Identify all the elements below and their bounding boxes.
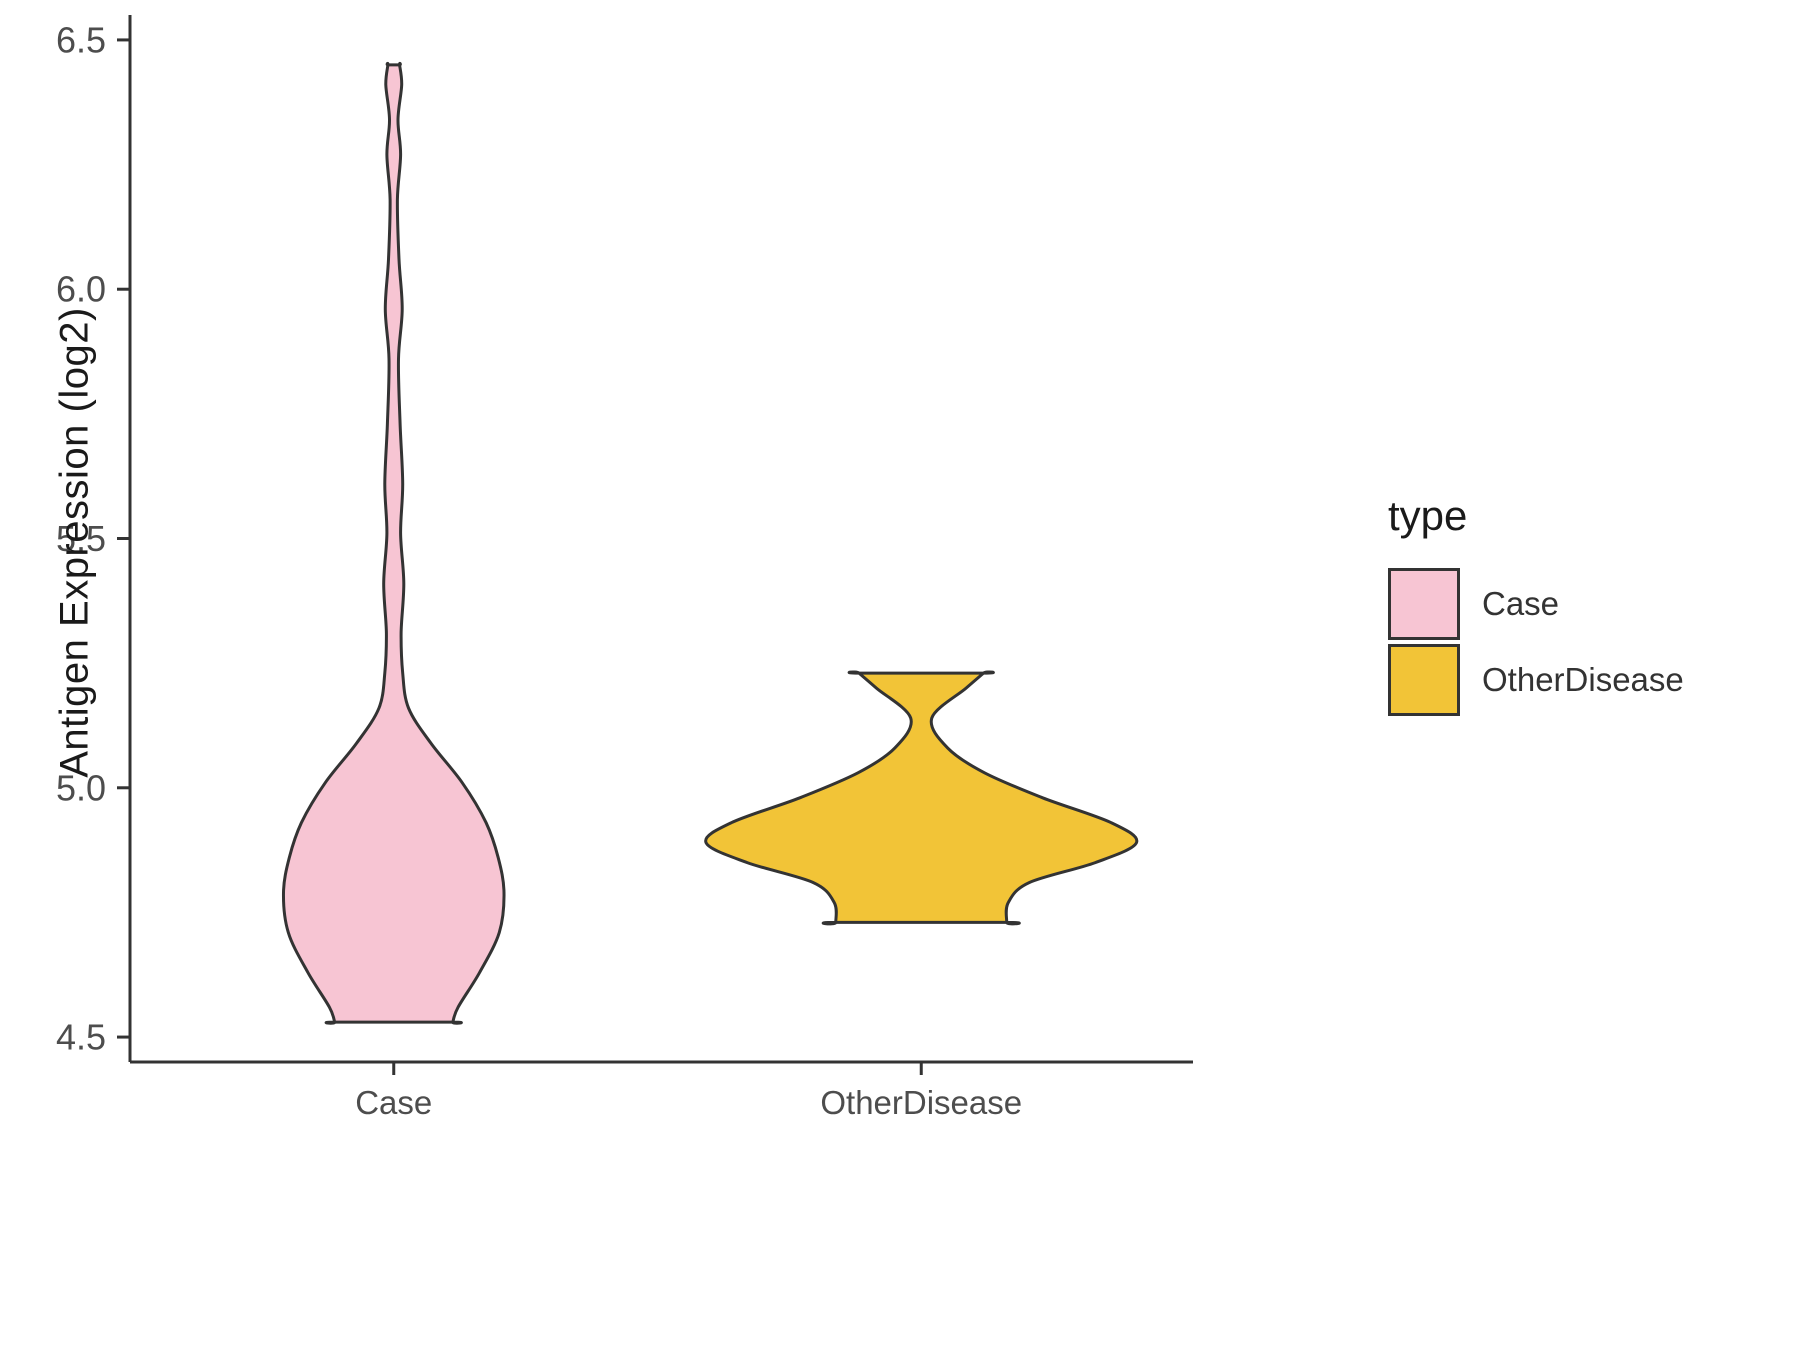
legend-item-case: Case — [1388, 566, 1684, 642]
violin-otherdisease — [704, 670, 1139, 926]
legend-swatch-case — [1388, 568, 1460, 640]
legend-item-otherdisease: OtherDisease — [1388, 642, 1684, 718]
legend-title: type — [1388, 492, 1468, 539]
y-tick-label: 4.5 — [56, 1017, 106, 1058]
legend-swatch-otherdisease — [1388, 644, 1460, 716]
legend: type Case OtherDisease — [1388, 492, 1684, 718]
y-tick-label: 5.0 — [56, 767, 106, 808]
axes: 4.5 5.0 5.5 6.0 6.5 Case OtherDisease — [56, 15, 1193, 1121]
y-tick-label: 6.5 — [56, 19, 106, 60]
legend-label-case: Case — [1482, 585, 1560, 622]
x-tick-label-case: Case — [355, 1084, 432, 1121]
violin-case — [281, 61, 506, 1025]
y-tick-label: 6.0 — [56, 269, 106, 310]
x-tick-label-otherdisease: OtherDisease — [820, 1084, 1022, 1121]
y-tick-label: 5.5 — [56, 518, 106, 559]
legend-label-otherdisease: OtherDisease — [1482, 661, 1684, 698]
y-axis-title: Antigen Expression (log2) — [52, 307, 97, 778]
